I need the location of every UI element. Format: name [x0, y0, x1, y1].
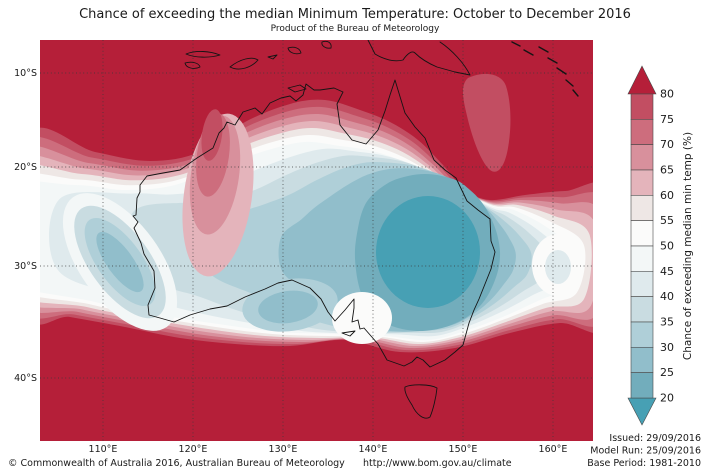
- colorbar-segment-20-25: [630, 372, 654, 399]
- colorbar-tick-35: 35: [660, 316, 674, 329]
- colorbar-tick-40: 40: [660, 290, 674, 303]
- coastline-new-guinea: [367, 40, 471, 76]
- colorbar-tick-50: 50: [660, 240, 674, 253]
- footer-base-period: Base Period: 1981-2010: [587, 458, 701, 469]
- lat-label-40s: 40°S: [14, 373, 37, 384]
- colorbar-segment-40-45: [630, 270, 654, 297]
- lat-label-20s: 20°S: [14, 162, 37, 173]
- page-subtitle: Product of the Bureau of Meteorology: [271, 24, 440, 34]
- lon-label-110e: 110°E: [89, 444, 118, 455]
- colorbar-arrow-high: [627, 65, 657, 95]
- west-trough-core-25-30: [96, 231, 144, 293]
- coastline-timor: [229, 57, 259, 70]
- colorbar-tick-65: 65: [660, 164, 674, 177]
- coastline-flores: [185, 51, 221, 58]
- map-plot-area: [40, 40, 593, 441]
- colorbar-segment-25-30: [630, 346, 654, 373]
- tasman-pocket-core: [545, 250, 571, 284]
- coastline-kangaroo-island: [341, 330, 356, 337]
- lat-label-30s: 30°S: [14, 261, 37, 272]
- coastline-sumba: [184, 61, 201, 69]
- colorbar-segment-75-80: [630, 93, 654, 120]
- colorbar-tick-70: 70: [660, 138, 674, 151]
- footer-url: http://www.bom.gov.au/climate: [363, 458, 512, 469]
- coastline-solomons-group: [511, 41, 579, 97]
- coral-sea-finger-75-80: [462, 73, 511, 172]
- page-title: Chance of exceeding the median Minimum T…: [79, 7, 631, 22]
- coastline-aru: [321, 40, 332, 49]
- colorbar-segment-65-70: [630, 144, 654, 171]
- coastline-tanimbar: [287, 46, 302, 55]
- coastline-tasmania: [404, 384, 438, 419]
- lon-label-120e: 120°E: [179, 444, 208, 455]
- colorbar-segment-60-65: [630, 169, 654, 196]
- coastline-babar: [267, 54, 278, 60]
- colorbar-tick-30: 30: [660, 341, 674, 354]
- colorbar-tick-55: 55: [660, 214, 674, 227]
- colorbar-segment-45-50: [630, 245, 654, 272]
- footer-issued: Issued: 29/09/2016: [609, 433, 701, 444]
- lon-label-140e: 140°E: [359, 444, 388, 455]
- low-core-lt20: [376, 196, 480, 308]
- colorbar-tick-60: 60: [660, 189, 674, 202]
- coastline-melville-island: [287, 84, 307, 93]
- lon-label-150e: 150°E: [449, 444, 478, 455]
- north-ridge-band-75-80: [201, 109, 223, 161]
- colorbar-segment-30-35: [630, 321, 654, 348]
- graticule: [40, 40, 593, 441]
- colorbar-segment-35-40: [630, 296, 654, 323]
- lon-label-130e: 130°E: [269, 444, 298, 455]
- lat-label-10s: 10°S: [14, 68, 37, 79]
- coastline-australia: [132, 79, 496, 368]
- colorbar-axis-label: Chance of exceeding median min temp (%): [682, 132, 694, 360]
- colorbar-segment-70-75: [630, 119, 654, 145]
- footer-copyright: © Commonwealth of Australia 2016, Austra…: [8, 458, 345, 469]
- colorbar-tick-20: 20: [660, 392, 674, 405]
- colorbar-segment-55-60: [630, 195, 654, 221]
- colorbar-arrow-low: [627, 397, 657, 426]
- footer-model-run: Model Run: 25/09/2016: [590, 446, 701, 457]
- bight-trough-core: [258, 290, 318, 324]
- colorbar-tick-45: 45: [660, 265, 674, 278]
- colorbar-segment-50-55: [630, 220, 654, 247]
- colorbar-tick-75: 75: [660, 113, 674, 126]
- colorbar: 80 75 70 65 60 55 50 45 40 35 30 25 20 C…: [627, 65, 694, 426]
- lon-label-160e: 160°E: [539, 444, 568, 455]
- gulfs-pale-patch: [332, 292, 392, 344]
- colorbar-tick-80: 80: [660, 88, 674, 101]
- colorbar-tick-25: 25: [660, 366, 674, 379]
